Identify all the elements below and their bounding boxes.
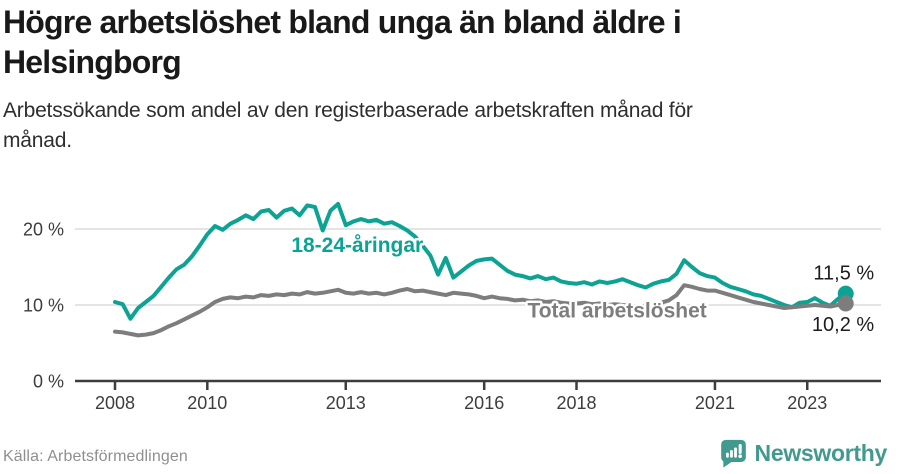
y-tick-label-10: 10 % [23, 296, 64, 316]
annotation-0: 18-24-åringar [291, 234, 423, 257]
annotation-1: Total arbetslöshet [527, 299, 706, 322]
series-line-1 [113, 283, 848, 338]
newsworthy-wordmark: Newsworthy [754, 440, 888, 466]
y-tick-label-0: 0 % [33, 372, 64, 392]
newsworthy-bubble-chart-icon [720, 439, 746, 468]
annotation-3: 10,2 % [812, 314, 874, 336]
x-tick-label-2023: 2023 [787, 393, 827, 413]
y-tick-label-20: 20 % [23, 220, 64, 240]
title-line-2: Helsingborg [3, 44, 182, 80]
x-tick-label-2016: 2016 [464, 393, 504, 413]
x-tick-label-2008: 2008 [95, 393, 135, 413]
annotation-2: 11,5 % [813, 262, 874, 284]
series-line-0 [113, 201, 848, 321]
source-note: Källa: Arbetsförmedlingen [3, 448, 188, 465]
chart-subtitle: Arbetssökande som andel av den registerb… [3, 96, 897, 156]
title-line-1: Högre arbetslöshet bland unga än bland ä… [3, 4, 682, 40]
subtitle-line-2: månad. [3, 129, 72, 152]
x-tick-label-2013: 2013 [326, 393, 366, 413]
x-tick-label-2021: 2021 [695, 393, 735, 413]
subtitle-line-1: Arbetssökande som andel av den registerb… [3, 99, 693, 122]
page-title: Högre arbetslöshet bland unga än bland ä… [3, 2, 897, 82]
x-tick-label-2018: 2018 [556, 393, 596, 413]
series-end-dot-1 [837, 295, 854, 312]
x-tick-label-2010: 2010 [187, 393, 227, 413]
chart-header: Högre arbetslöshet bland unga än bland ä… [3, 2, 897, 156]
newsworthy-logo: Newsworthy [719, 439, 887, 468]
